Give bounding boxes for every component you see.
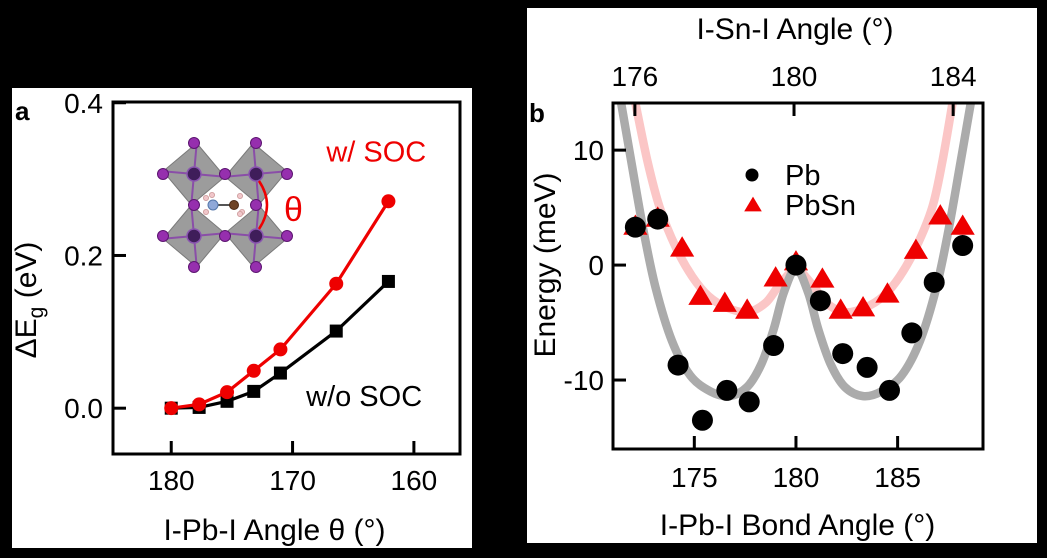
iodine-atom bbox=[188, 137, 200, 149]
legend-label-pb: Pb bbox=[785, 160, 820, 192]
iodine-atom bbox=[219, 230, 231, 242]
legend-label-pbsn: PbSn bbox=[785, 190, 856, 222]
nitrogen-atom bbox=[207, 199, 219, 211]
perovskite-structure-inset: θ bbox=[157, 137, 303, 273]
series-pb bbox=[624, 208, 974, 431]
theta-label: θ bbox=[284, 191, 303, 229]
lead-atom bbox=[186, 166, 202, 182]
iodine-atom bbox=[250, 261, 262, 273]
x-tick-label: 180 bbox=[148, 465, 195, 496]
x-tick-label: 170 bbox=[269, 465, 316, 496]
axis-ticks-a bbox=[113, 101, 416, 454]
chart-b-energy-vs-bond-angle: 175 180 185 176 180 184 10 0 -10 I-Pb-I Bond Angl… bbox=[529, 13, 985, 542]
axis-ticks-b bbox=[613, 103, 955, 449]
iodine-atom bbox=[250, 137, 262, 149]
iodine-atom bbox=[188, 199, 200, 211]
y-axis-label: ΔEg (eV) bbox=[12, 242, 48, 359]
x-tick-label: 180 bbox=[773, 462, 820, 493]
hydrogen-atom bbox=[237, 193, 244, 200]
carbon-atom bbox=[229, 200, 239, 210]
hydrogen-atom bbox=[209, 192, 216, 199]
panel-b: b 175 180 185 176 180 184 10 0 -10 I-Pb-I Bond An… bbox=[527, 8, 1037, 543]
annotation-w-o-soc: w/o SOC bbox=[305, 381, 422, 413]
methylammonium-molecule bbox=[203, 192, 246, 218]
iodine-atom bbox=[250, 199, 262, 211]
panel-a: a 180 170 160 0.0 0.2 0.4 I-Pb-I Angle θ (°) ΔE… bbox=[12, 88, 472, 548]
tick-labels-b: 175 180 185 176 180 184 10 0 -10 bbox=[564, 61, 977, 493]
iodine-atom bbox=[157, 230, 169, 242]
annotation-w-soc: w/ SOC bbox=[325, 137, 426, 169]
y-tick-label: 10 bbox=[573, 135, 604, 166]
series-w-soc bbox=[164, 194, 396, 416]
x-tick-label: 175 bbox=[671, 462, 718, 493]
x-axis-label: I-Pb-I Angle θ (°) bbox=[163, 514, 385, 547]
x-axis-label: I-Pb-I Bond Angle (°) bbox=[660, 509, 935, 542]
chart-a-bandgap-vs-angle: 180 170 160 0.0 0.2 0.4 I-Pb-I Angle θ (°) ΔEg … bbox=[12, 88, 462, 547]
lead-atom bbox=[248, 166, 264, 182]
theta-angle-arc bbox=[257, 180, 269, 230]
panel-a-letter: a bbox=[15, 96, 30, 126]
x-tick-label: 185 bbox=[874, 462, 921, 493]
top-x-tick-label: 180 bbox=[771, 61, 818, 92]
hydrogen-atom bbox=[237, 211, 244, 218]
y-tick-label: -10 bbox=[564, 365, 604, 396]
hydrogen-atom bbox=[203, 209, 210, 216]
y-tick-label: 0.0 bbox=[64, 393, 103, 424]
iodine-atom bbox=[281, 230, 293, 242]
iodine-atom bbox=[281, 168, 293, 180]
top-x-tick-label: 184 bbox=[930, 61, 977, 92]
y-tick-label: 0 bbox=[588, 250, 604, 281]
iodine-atom bbox=[157, 168, 169, 180]
iodine-atom bbox=[219, 168, 231, 180]
lead-atom bbox=[186, 228, 202, 244]
plot-frame-b bbox=[611, 101, 985, 451]
plot-frame-a bbox=[111, 100, 462, 456]
y-tick-label: 0.2 bbox=[64, 240, 103, 271]
y-tick-label: 0.4 bbox=[64, 88, 103, 119]
top-x-axis-label: I-Sn-I Angle (°) bbox=[696, 13, 893, 46]
top-x-tick-label: 176 bbox=[612, 61, 659, 92]
hydrogen-atom bbox=[203, 195, 210, 202]
panel-b-letter: b bbox=[529, 98, 545, 128]
y-axis-label: Energy (meV) bbox=[529, 172, 562, 357]
x-tick-label: 160 bbox=[391, 465, 438, 496]
lead-atom bbox=[248, 228, 264, 244]
tick-labels-a: 180 170 160 0.0 0.2 0.4 bbox=[64, 88, 437, 496]
iodine-atom bbox=[188, 261, 200, 273]
